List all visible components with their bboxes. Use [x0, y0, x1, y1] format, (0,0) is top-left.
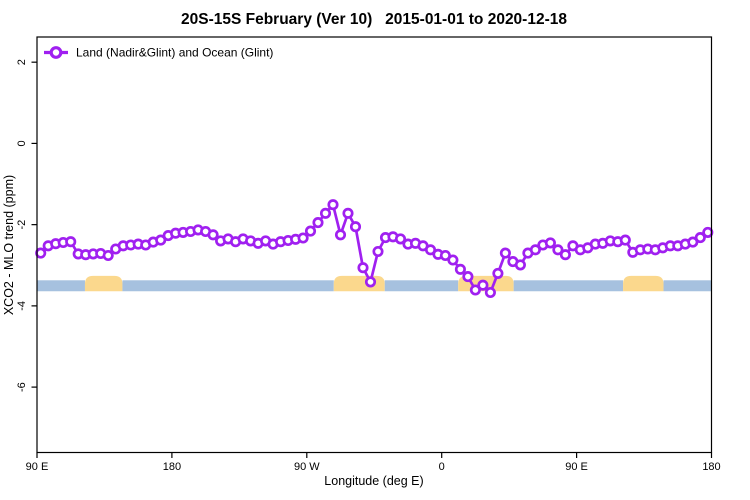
data-point-marker: [619, 234, 631, 246]
land-band-segment: [623, 275, 664, 292]
data-point-marker: [312, 217, 324, 229]
data-point-marker: [552, 244, 564, 256]
data-point-marker: [155, 234, 167, 246]
x-tick-label: 0: [439, 461, 445, 473]
data-point-marker: [439, 249, 451, 262]
data-point-marker: [492, 267, 504, 279]
data-point-marker: [364, 276, 377, 288]
data-point-marker: [454, 263, 466, 275]
data-point-marker: [469, 284, 481, 296]
data-point-marker: [334, 229, 347, 241]
y-tick-label: -6: [16, 382, 28, 392]
x-tick-label: 180: [163, 461, 181, 473]
data-point-marker: [499, 247, 511, 259]
x-axis: 90 E 180 90 W 0 90 E 180: [26, 452, 721, 473]
land-band-segment: [333, 275, 385, 292]
data-point-marker: [462, 271, 474, 283]
series-layer: [35, 199, 714, 299]
data-point-marker: [327, 199, 339, 211]
data-point-marker: [372, 245, 384, 258]
data-point-marker: [342, 207, 354, 219]
data-point-marker: [687, 236, 699, 248]
plot-border: [36, 36, 713, 454]
data-point-marker: [702, 226, 714, 238]
data-point-marker: [297, 232, 309, 244]
x-tick-label: 90 E: [565, 461, 588, 473]
y-tick-label: -2: [16, 220, 28, 230]
data-point-marker: [102, 249, 114, 262]
data-point-marker: [514, 259, 526, 271]
x-axis-title: Longitude (deg E): [324, 474, 423, 488]
y-tick-label: 2: [16, 59, 28, 65]
y-axis-title: XCO2 - MLO trend (ppm): [2, 175, 16, 315]
data-point-marker: [357, 262, 369, 274]
data-point-marker: [394, 233, 407, 245]
data-point-marker: [304, 225, 317, 237]
legend-label: Land (Nadir&Glint) and Ocean (Glint): [76, 46, 273, 60]
data-point-marker: [424, 244, 437, 256]
legend: Land (Nadir&Glint) and Ocean (Glint): [44, 46, 273, 60]
x-tick-label: 180: [702, 461, 720, 473]
legend-open-circle-icon: [44, 46, 68, 59]
y-tick-label: -4: [16, 301, 28, 311]
data-point-marker: [319, 207, 332, 219]
x-tick-label: 90 W: [294, 461, 320, 473]
data-point-marker: [544, 237, 556, 249]
data-point-marker: [694, 232, 706, 244]
data-point-marker: [559, 249, 571, 261]
data-point-marker: [477, 279, 489, 291]
chart-title: 20S-15S February (Ver 10) 2015-01-01 to …: [181, 11, 567, 28]
data-point-marker: [207, 229, 219, 241]
ocean-band-segment: [384, 280, 459, 292]
ocean-band-segment: [663, 280, 712, 292]
data-point-marker: [65, 236, 77, 248]
ocean-band-segment: [37, 280, 85, 292]
data-point-marker: [484, 286, 496, 299]
data-point-marker: [447, 254, 459, 266]
y-axis: 2 0 -2 -4 -6: [16, 59, 37, 392]
x-tick-label: 90 E: [26, 461, 49, 473]
ocean-band-segment: [122, 280, 334, 292]
data-point-marker: [349, 221, 362, 233]
ocean-band-segment: [513, 280, 624, 292]
land-band-segment: [84, 275, 123, 292]
data-point-marker: [529, 244, 541, 256]
y-tick-label: 0: [16, 140, 28, 146]
data-point-marker: [35, 247, 47, 259]
